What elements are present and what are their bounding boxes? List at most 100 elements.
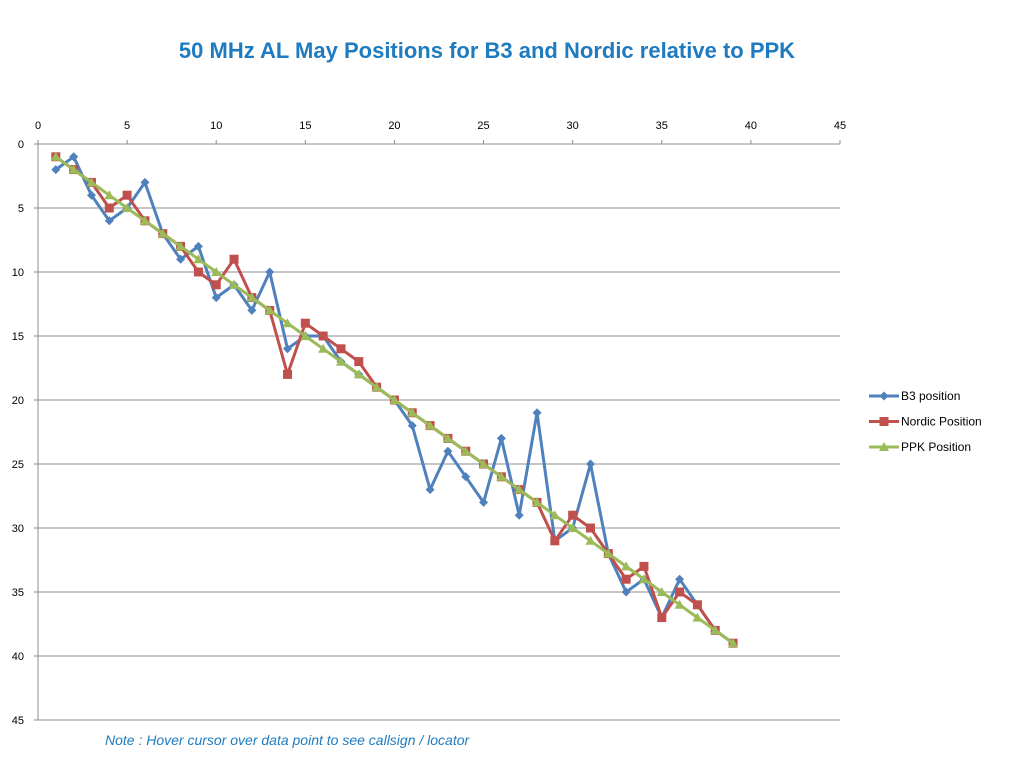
y-tick-label: 40 [12,651,24,663]
x-tick-label: 40 [745,120,757,132]
series-lines [50,151,739,648]
ppk-position-point [68,164,79,174]
ppk-position-point [282,318,293,328]
ppk-position-point [638,574,649,584]
ppk-position-point [211,267,222,276]
y-tick-label: 35 [12,587,24,599]
legend-ppk-position-label: PPK Position [901,440,971,454]
nordic-position-point [336,344,346,354]
b3-position-point [265,267,275,277]
chart-title: 50 MHz AL May Positions for B3 and Nordi… [178,38,796,63]
x-tick-label: 30 [567,120,579,132]
ppk-position-point [50,151,61,161]
legend: B3 position Nordic Position PPK Position [869,389,982,454]
x-tick-label: 45 [834,120,846,132]
x-tick-label: 35 [656,120,668,132]
y-tick-label: 30 [12,523,24,535]
ppk-position-point [585,535,596,545]
ppk-position-point [460,446,471,456]
ppk-position-point [318,343,329,353]
nordic-position-point [621,574,631,584]
y-tick-label: 20 [12,395,24,407]
ppk-position-point [656,587,667,596]
ppk-position-point [407,407,418,417]
b3-position-point [675,574,685,584]
nordic-position-point [692,600,702,610]
b3-position-point [86,190,96,200]
nordic-position-point [354,357,364,367]
nordic-position-point [229,254,239,264]
x-tick-label: 15 [299,120,311,132]
nordic-position-point [193,267,203,277]
nordic-position-point [318,331,328,341]
grid-lines [38,207,840,721]
ppk-position-point [157,228,168,238]
nordic-position-point [568,510,578,520]
ppk-position-point [175,241,186,251]
b3-position-point [211,293,221,303]
b3-position-point [496,433,506,443]
b3-position-point [193,241,203,251]
legend-nordic-position-label: Nordic Position [901,415,982,429]
ppk-position-point [514,484,525,494]
nordic-position-point [122,190,132,200]
b3-position-point [140,177,150,187]
ppk-position-point [728,638,739,648]
nordic-position-point [283,369,293,379]
b3-position-point [479,497,489,507]
ppk-position-point [86,177,97,187]
b3-position-point [407,421,417,431]
ppk-position-point [389,395,400,404]
ppk-position-point [229,279,240,289]
b3-position-point [532,408,542,418]
ppk-position-point [353,369,364,379]
ppk-position-point [371,382,382,392]
x-tick-label: 0 [35,120,41,132]
x-tick-label: 5 [124,120,130,132]
ppk-position-point [603,548,614,558]
legend-ppk-position-marker [879,442,889,451]
b3-position-point [621,587,631,597]
y-tick-label: 45 [12,715,24,727]
axes: 0 5 10 15 20 25 30 35 40 45 0 5 10 15 20 25 30 35 40 45 [12,120,846,727]
nordic-position-point [639,561,649,571]
hover-note: Note : Hover cursor over data point to s… [105,732,470,748]
b3-position-point [69,152,79,162]
y-tick-label: 0 [18,139,24,151]
nordic-position-point [211,280,221,290]
nordic-position-point [657,613,667,623]
ppk-position-point [621,561,632,571]
b3-position-point [176,254,186,264]
x-tick-label: 20 [388,120,400,132]
ppk-position-point [193,254,204,264]
ppk-position-point [300,331,311,340]
b3-position-point [283,344,293,354]
nordic-position-point [675,587,685,597]
ppk-position-point [264,305,275,315]
b3-position-point [247,305,257,315]
ppk-position-point [710,625,721,635]
ppk-position-point [478,459,489,468]
ppk-position-point [692,612,703,622]
ppk-position-point [496,471,507,481]
b3-position-point [51,165,61,175]
x-tick-label: 10 [210,120,222,132]
b3-position-point [461,472,471,482]
b3-position-point [443,446,453,456]
legend-b3-position-marker [879,391,889,401]
y-tick-label: 15 [12,331,24,343]
b3-position-point [514,510,524,520]
ppk-position-point [532,497,543,507]
ppk-position-point [139,215,150,225]
ppk-position-point [549,510,560,520]
nordic-position-point [104,203,114,213]
nordic-position-point [300,318,310,328]
b3-position-point [104,216,114,226]
ppk-position-point [122,203,133,212]
ppk-position-point [104,190,115,200]
y-tick-label: 10 [12,267,24,279]
y-tick-label: 5 [18,203,24,215]
x-tick-label: 25 [477,120,489,132]
ppk-position-point [674,599,685,609]
